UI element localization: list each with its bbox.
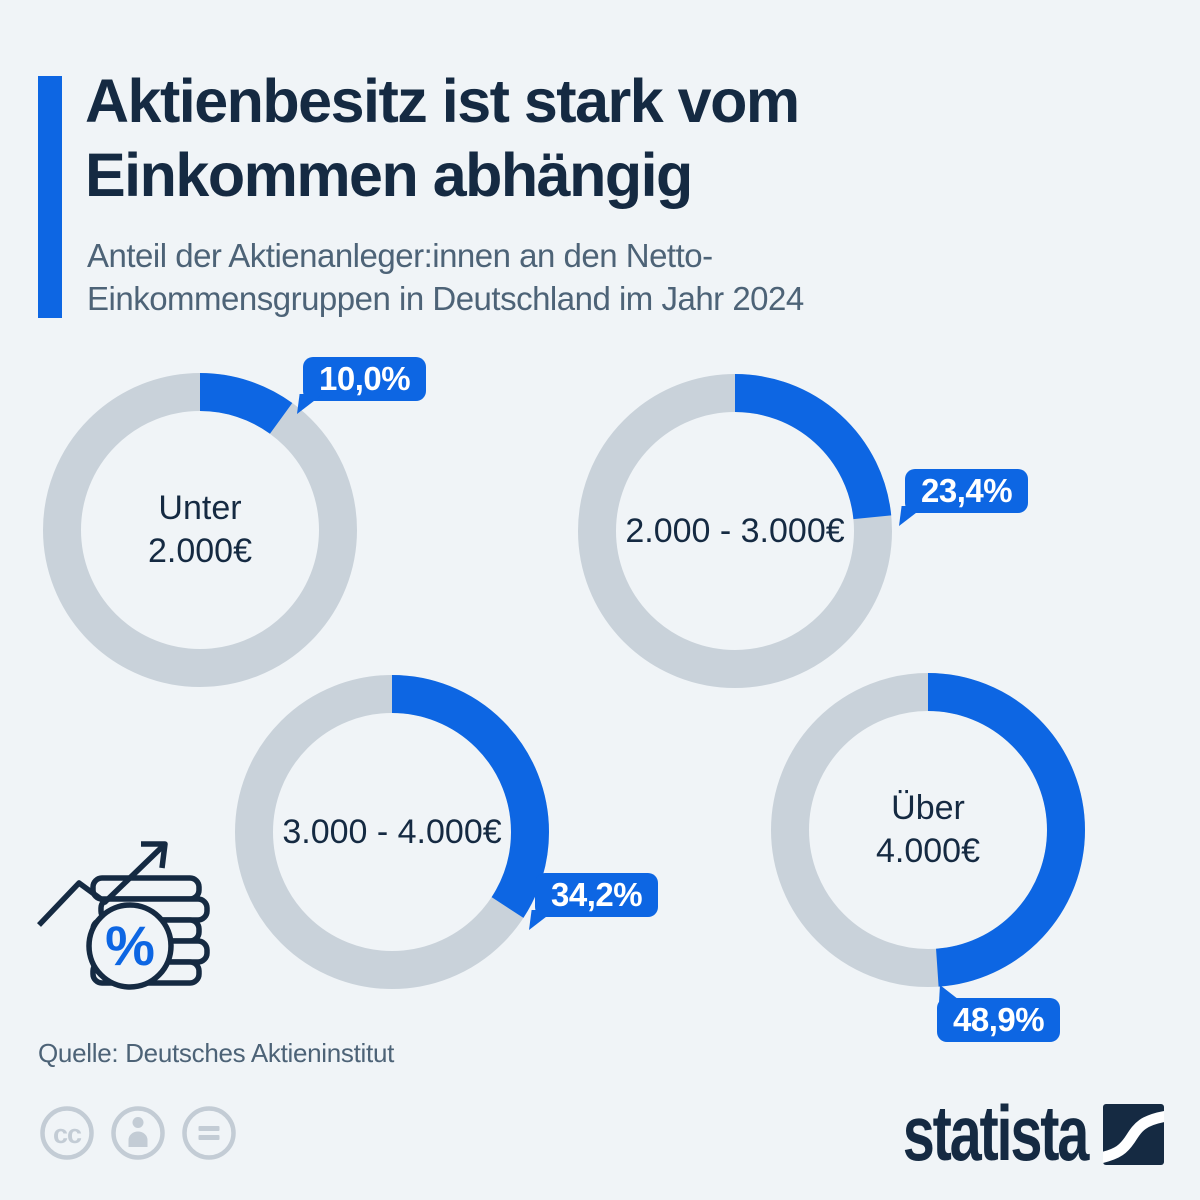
title-accent-bar: [38, 76, 62, 318]
cc-attribution-icon: [109, 1104, 167, 1162]
donut-label-line: 4.000€: [876, 832, 980, 870]
donut-label: 2.000 - 3.000€: [578, 374, 892, 688]
badge-tail: [939, 985, 963, 1003]
donut-label: Unter 2.000€: [43, 373, 357, 687]
subtitle-line-1: Anteil der Aktienanleger:innen an den Ne…: [87, 237, 713, 274]
donut-ring: [235, 675, 549, 989]
donut-arc: [235, 675, 549, 989]
badge-tail: [899, 506, 925, 526]
value-badge-3000-4000: 34,2%: [529, 873, 659, 930]
value-badge-2000-3000: 23,4%: [899, 469, 1029, 526]
donut-label-line: 2.000 - 3.000€: [625, 511, 845, 550]
donut-ring: [578, 374, 892, 688]
coins-percent-trend-icon: %: [37, 841, 210, 990]
title-line-1: Aktienbesitz ist stark vom: [85, 67, 800, 135]
donut-label: 3.000 - 4.000€: [235, 675, 549, 989]
donut-label-line: Über: [891, 789, 965, 827]
donut-chart-2000-3000: 2.000 - 3.000€: [578, 374, 892, 688]
page-title: Aktienbesitz ist stark vom Einkommen abh…: [85, 64, 800, 212]
license-icons: cc: [38, 1104, 238, 1162]
value-badge-ueber-4000: 48,9%: [937, 985, 1061, 1042]
source-text: Quelle: Deutsches Aktieninstitut: [38, 1038, 395, 1068]
donut-ring: [771, 673, 1085, 987]
svg-text:%: %: [105, 914, 155, 977]
donut-label-line: 2.000€: [148, 532, 252, 570]
subtitle-line-2: Einkommensgruppen in Deutschland im Jahr…: [87, 280, 804, 317]
donut-label-line: Unter: [158, 489, 242, 527]
cc-no-derivatives-icon: [180, 1104, 238, 1162]
donut-chart-unter-2000: Unter 2.000€: [43, 373, 357, 687]
donut-label-line: 3.000 - 4.000€: [282, 812, 502, 851]
cc-icon: cc: [38, 1104, 96, 1162]
value-badge-unter-2000: 10,0%: [297, 357, 427, 414]
badge-value: 34,2%: [551, 876, 643, 913]
badge-value: 23,4%: [921, 472, 1013, 509]
page-subtitle: Anteil der Aktienanleger:innen an den Ne…: [87, 234, 804, 320]
donut-chart-3000-4000: 3.000 - 4.000€: [235, 675, 549, 989]
donut-arc: [43, 373, 357, 687]
donut-arc: [578, 374, 892, 688]
donut-label: Über 4.000€: [771, 673, 1085, 987]
title-line-2: Einkommen abhängig: [85, 141, 693, 209]
donut-ring: [43, 373, 357, 687]
badge-value: 10,0%: [319, 360, 411, 397]
statista-logo-text: statista: [902, 1089, 1090, 1177]
svg-text:cc: cc: [53, 1119, 82, 1149]
badge-value: 48,9%: [953, 1001, 1045, 1038]
donut-arc: [771, 673, 1085, 987]
donut-chart-ueber-4000: Über 4.000€: [771, 673, 1085, 987]
statista-logo-mark: [1103, 1104, 1164, 1165]
